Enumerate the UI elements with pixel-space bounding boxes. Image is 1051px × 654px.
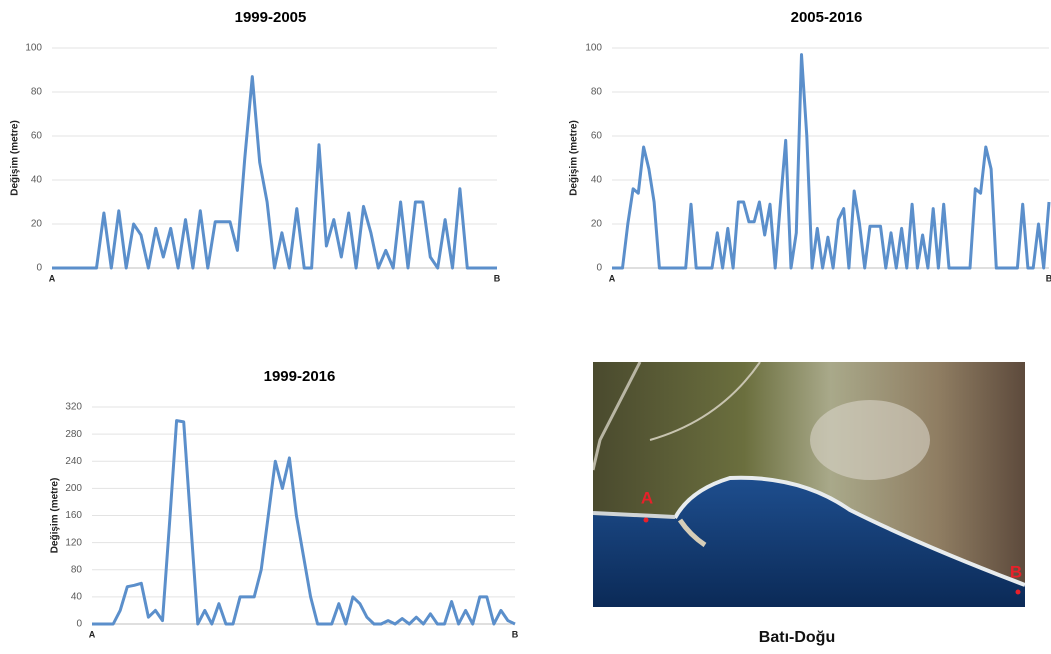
y-tick-label: 320	[65, 402, 82, 413]
y-axis-label: Değişim (metre)	[10, 120, 21, 196]
x-tick-label: B	[512, 629, 519, 639]
y-tick-label: 40	[591, 175, 603, 186]
y-tick-label: 100	[25, 43, 42, 54]
y-tick-label: 200	[65, 483, 82, 494]
x-tick-label: B	[494, 273, 501, 283]
y-tick-label: 0	[596, 263, 602, 274]
chart-title: 1999-2016	[264, 368, 336, 385]
x-tick-label: A	[49, 273, 56, 283]
y-tick-label: 80	[31, 87, 43, 98]
y-tick-label: 100	[585, 43, 602, 54]
y-tick-label: 20	[591, 219, 603, 230]
satellite-image	[593, 362, 1025, 607]
data-line	[92, 421, 515, 624]
page: {"chart_data": [ {"type": "line", "title…	[0, 0, 1051, 654]
data-line	[52, 77, 497, 268]
x-tick-label: B	[1046, 273, 1051, 283]
x-tick-label: A	[89, 629, 96, 639]
y-axis-label: Değişim (metre)	[569, 120, 580, 196]
point-label: B	[1010, 562, 1022, 581]
y-tick-label: 60	[31, 131, 43, 142]
y-axis-label: Değişim (metre)	[50, 478, 61, 554]
y-tick-label: 40	[31, 175, 43, 186]
y-tick-label: 240	[65, 456, 82, 467]
y-tick-label: 0	[36, 263, 42, 274]
y-tick-label: 120	[65, 537, 82, 548]
y-tick-label: 80	[71, 564, 83, 575]
chart-title: 1999-2005	[235, 9, 307, 26]
y-tick-label: 40	[71, 592, 83, 603]
y-tick-label: 0	[76, 619, 82, 630]
point-marker	[644, 518, 649, 523]
point-label: A	[641, 488, 653, 507]
y-tick-label: 80	[591, 87, 603, 98]
chart-title: 2005-2016	[791, 9, 863, 26]
point-marker	[1016, 590, 1021, 595]
data-line	[612, 55, 1049, 268]
image-caption: Batı-Doğu	[759, 629, 835, 646]
x-tick-label: A	[609, 273, 616, 283]
y-tick-label: 160	[65, 510, 82, 521]
y-tick-label: 20	[31, 219, 43, 230]
figure: A B Batı-Doğu 1999-2005 Değişim (metre) 0 2…	[0, 0, 1051, 654]
y-tick-label: 60	[591, 131, 603, 142]
y-tick-label: 280	[65, 429, 82, 440]
